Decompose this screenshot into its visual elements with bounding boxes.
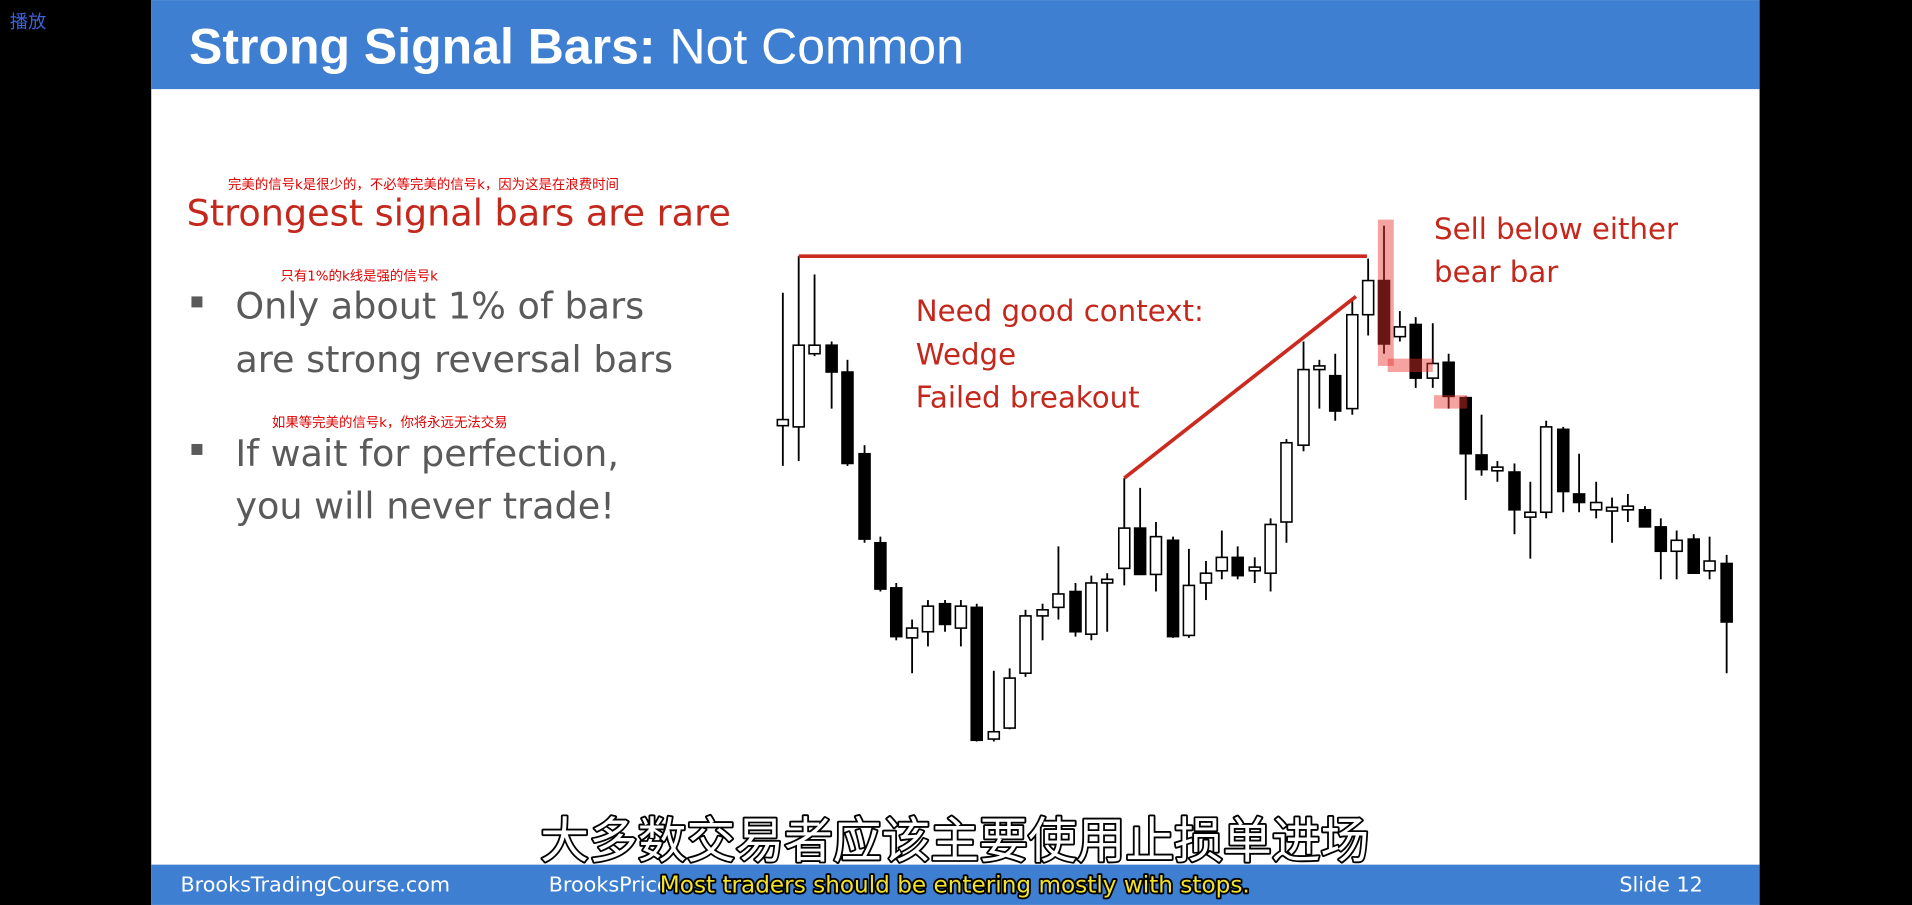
bullet (191, 443, 203, 455)
candle-body (921, 605, 935, 633)
candle-body (1377, 279, 1391, 345)
candle-body (1426, 362, 1440, 379)
candle-body (889, 587, 903, 638)
candle-body (1003, 677, 1016, 729)
candle-body (1475, 454, 1488, 471)
candle-body (1442, 361, 1455, 398)
candle-body (1621, 505, 1635, 511)
slide-title: Strong Signal Bars: Not Common (189, 19, 964, 75)
candle-body (1199, 572, 1213, 584)
highlight (1377, 219, 1394, 366)
candle-body (1459, 396, 1472, 455)
candle-body (1297, 368, 1310, 446)
bullet (191, 296, 203, 308)
subtitle-zh: 大多数交易者应该主要使用止损单进场 (540, 812, 1369, 869)
candle-body (987, 730, 1001, 740)
candle-body (938, 602, 952, 626)
heading: Strongest signal bars are rare (187, 192, 731, 235)
annotation: bear bar (1434, 255, 1559, 289)
candle-body (792, 344, 805, 428)
candle-body (905, 627, 919, 639)
highlight (1387, 358, 1433, 373)
candle-body (1572, 493, 1586, 504)
player-label[interactable]: 播放 (10, 12, 47, 33)
candle-body (1605, 506, 1619, 512)
candle-body (970, 606, 984, 742)
candle-body (1720, 562, 1733, 623)
candle-body (1248, 566, 1262, 572)
bullet-text: are strong reversal bars (235, 338, 673, 381)
candle-body (1264, 523, 1277, 575)
candle-body (954, 605, 968, 629)
candle-body (808, 344, 821, 355)
note: 如果等完美的信号k，你将永远无法交易 (272, 414, 508, 431)
candle-body (1182, 584, 1196, 637)
candle-body (874, 541, 887, 590)
candle-body (1280, 441, 1293, 523)
candle-body (776, 418, 790, 427)
subtitle-en: Most traders should be entering mostly w… (660, 873, 1250, 899)
title-bold: Strong Signal Bars: (189, 19, 656, 75)
candle-body (858, 452, 871, 540)
header-bar (151, 0, 1760, 90)
annotation: Need good context: (916, 294, 1204, 328)
annotation: Failed breakout (916, 380, 1140, 414)
bullet-text: Only about 1% of bars (235, 284, 644, 327)
candle-body (1654, 526, 1668, 553)
candle-body (1491, 466, 1504, 472)
candle-body (1346, 313, 1359, 410)
note: 只有1%的k线是强的信号k (280, 269, 438, 285)
annotation: Sell below either (1434, 212, 1679, 246)
candle-body (841, 371, 854, 465)
candle-body (1069, 590, 1082, 633)
candle-body (1687, 538, 1701, 575)
wedge-line (1123, 294, 1358, 480)
footer-text: BrooksTradingCourse.com (180, 872, 450, 896)
candle-body (1085, 582, 1098, 635)
candle-body (1313, 365, 1326, 371)
candle-body (1133, 527, 1147, 576)
candle-body (1670, 539, 1683, 553)
annotation: Wedge (916, 338, 1016, 372)
candle-body (1556, 428, 1570, 493)
candle-body (1539, 426, 1553, 514)
footer-text: Slide 12 (1619, 872, 1703, 896)
candle-body (1149, 535, 1163, 576)
candle-body (1215, 556, 1229, 572)
slide (151, 0, 1760, 905)
candle-body (1524, 511, 1537, 518)
highlight (1434, 395, 1467, 409)
bullet-text: you will never trade! (235, 484, 615, 527)
candle-body (1589, 501, 1603, 511)
candle-body (1231, 556, 1244, 577)
candle-body (1100, 578, 1114, 584)
candle-body (1638, 509, 1652, 528)
candle-body (1361, 279, 1375, 316)
title-rest: Not Common (669, 19, 963, 75)
candle-body (1328, 374, 1342, 412)
candle-body (1036, 609, 1049, 617)
candle-body (1166, 539, 1180, 638)
candle-body (1052, 593, 1065, 609)
candle-body (1019, 615, 1032, 675)
candle-body (1409, 323, 1422, 379)
candlestick-illustration (776, 225, 1733, 742)
candle-body (1508, 471, 1521, 511)
bullet-text: If wait for perfection, (235, 432, 619, 475)
note: 完美的信号k是很少的，不必等完美的信号k，因为这是在浪费时间 (228, 176, 619, 193)
footer-bar (151, 864, 1760, 905)
candle-body (1117, 527, 1131, 570)
candle-body (1393, 326, 1407, 338)
candle-body (1703, 560, 1716, 572)
footer-text: BrooksPrice (549, 872, 670, 896)
candle-body (825, 344, 838, 373)
